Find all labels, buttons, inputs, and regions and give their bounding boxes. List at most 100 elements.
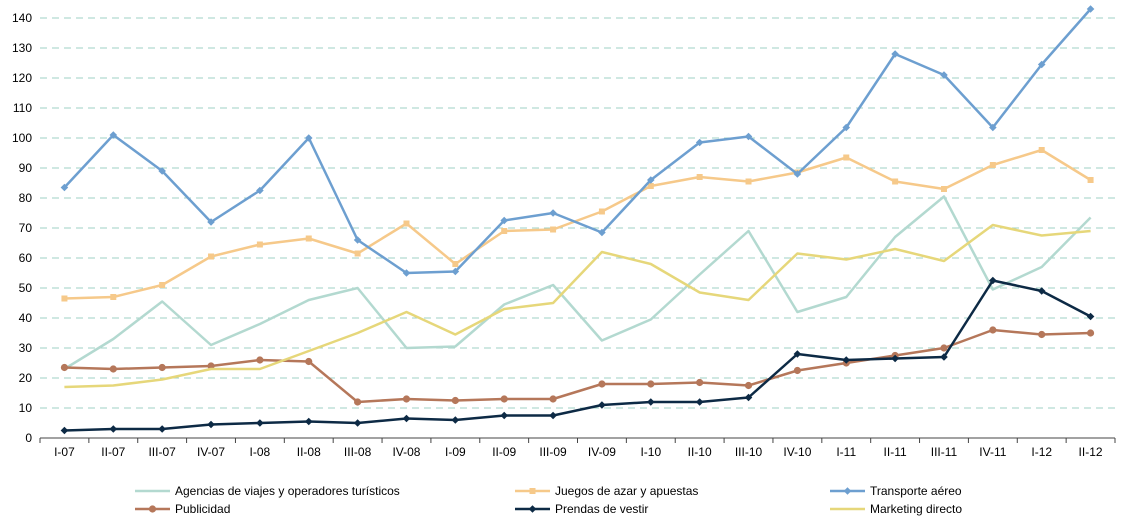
data-point	[598, 380, 606, 388]
data-point	[500, 216, 509, 225]
data-point	[109, 365, 117, 373]
data-point	[158, 167, 166, 175]
legend-label: Agencias de viajes y operadores turístic…	[175, 484, 400, 498]
series-line	[64, 148, 1092, 300]
x-tick-label: III-09	[539, 445, 567, 459]
series-1	[61, 147, 1094, 302]
data-point	[1037, 287, 1046, 295]
legend-label: Transporte aéreo	[870, 484, 962, 498]
series-line	[63, 8, 1092, 275]
x-tick-label: IV-09	[588, 445, 616, 459]
y-tick-label: 90	[19, 161, 33, 175]
data-point	[892, 178, 899, 185]
data-point	[110, 294, 117, 300]
data-point	[402, 269, 411, 277]
x-tick-label: I-12	[1031, 445, 1052, 459]
data-point	[891, 50, 899, 58]
y-tick-label: 30	[19, 341, 33, 355]
data-point	[159, 282, 166, 288]
legend-label: Publicidad	[175, 502, 230, 516]
x-tick-label: III-10	[735, 445, 763, 459]
series-line	[64, 328, 1091, 404]
axes	[39, 437, 1116, 443]
data-point	[354, 398, 362, 406]
x-tick-label: II-11	[884, 445, 907, 459]
data-point	[550, 226, 557, 233]
x-tick-label: IV-10	[783, 445, 811, 459]
series-5	[64, 223, 1091, 389]
y-tick-label: 10	[19, 401, 33, 415]
series-line	[64, 279, 1092, 432]
x-tick-label: II-08	[297, 445, 321, 459]
data-point	[646, 398, 655, 406]
data-point	[598, 208, 605, 215]
series-line	[63, 195, 1092, 371]
data-point	[60, 426, 69, 435]
data-point	[354, 250, 361, 257]
legend-label: Prendas de vestir	[555, 502, 648, 516]
data-point	[207, 420, 215, 429]
series-4	[60, 276, 1095, 435]
y-tick-label: 140	[12, 11, 32, 25]
data-point	[744, 393, 753, 402]
legend-item: Prendas de vestir	[515, 502, 648, 516]
series-0	[63, 195, 1092, 371]
data-point	[451, 267, 460, 276]
data-point	[305, 357, 313, 366]
y-tick-label: 20	[19, 371, 33, 385]
data-point	[989, 123, 997, 132]
data-point	[744, 132, 753, 141]
data-point	[940, 186, 947, 192]
data-point	[256, 419, 264, 427]
data-point	[843, 154, 850, 161]
y-tick-label: 50	[19, 281, 33, 295]
data-point	[61, 295, 68, 302]
x-tick-label: III-07	[148, 445, 176, 459]
data-point	[940, 353, 948, 361]
data-point	[500, 395, 508, 403]
data-point	[304, 417, 313, 426]
data-point	[1086, 312, 1095, 321]
data-point	[402, 414, 411, 423]
y-tick-label: 0	[25, 431, 32, 445]
data-point	[353, 236, 362, 244]
data-point	[695, 138, 704, 147]
data-point	[744, 381, 753, 390]
data-point	[158, 363, 166, 372]
data-point	[549, 411, 557, 420]
series-3	[60, 326, 1095, 406]
data-point	[305, 235, 312, 242]
data-point	[1086, 5, 1095, 13]
legend-item: Juegos de azar y apuestas	[515, 484, 698, 498]
y-tick-label: 120	[12, 71, 32, 85]
data-point	[60, 183, 69, 192]
data-point	[940, 71, 948, 79]
legend-marker	[148, 505, 157, 513]
x-tick-label: IV-07	[197, 445, 225, 459]
x-tick-label: I-09	[445, 445, 466, 459]
legend-marker	[528, 505, 537, 513]
y-tick-label: 80	[19, 191, 33, 205]
series-lines	[60, 5, 1095, 435]
data-point	[500, 411, 509, 420]
y-tick-label: 130	[12, 41, 32, 55]
y-tick-label: 60	[19, 251, 33, 265]
data-point	[793, 366, 801, 375]
x-tick-label: III-11	[931, 445, 958, 459]
y-tick-label: 100	[12, 131, 32, 145]
data-point	[549, 395, 557, 403]
legend-item: Publicidad	[135, 502, 230, 516]
series-2	[60, 5, 1095, 277]
x-tick-label: IV-08	[392, 445, 420, 459]
data-point	[940, 344, 948, 352]
legend-item: Transporte aéreo	[830, 484, 962, 498]
data-point	[696, 174, 703, 180]
data-point	[891, 354, 899, 363]
data-point	[256, 356, 264, 364]
x-tick-label: I-11	[836, 445, 856, 459]
legend-label: Marketing directo	[870, 502, 962, 516]
y-tick-label: 70	[19, 221, 33, 235]
data-point	[745, 178, 752, 185]
data-point	[647, 183, 654, 189]
